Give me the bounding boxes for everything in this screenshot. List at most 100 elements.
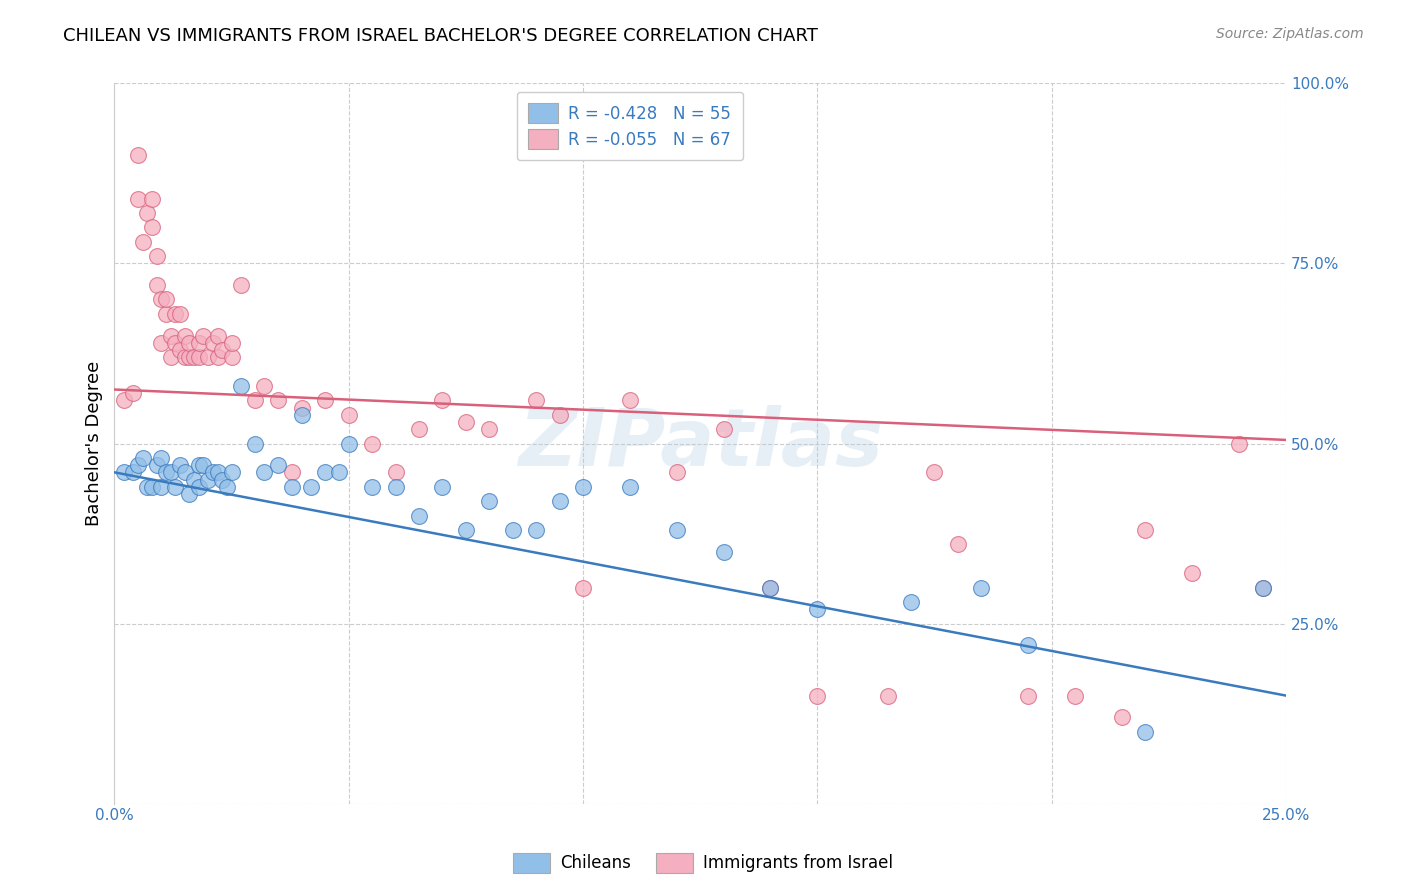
Text: ZIPatlas: ZIPatlas <box>517 405 883 483</box>
Point <box>169 458 191 472</box>
Point <box>183 473 205 487</box>
Point <box>548 494 571 508</box>
Point <box>900 595 922 609</box>
Legend: R = -0.428   N = 55, R = -0.055   N = 67: R = -0.428 N = 55, R = -0.055 N = 67 <box>517 92 742 161</box>
Point <box>165 480 187 494</box>
Point <box>806 689 828 703</box>
Point <box>1064 689 1087 703</box>
Point <box>136 480 159 494</box>
Point <box>141 220 163 235</box>
Point <box>478 422 501 436</box>
Point <box>187 335 209 350</box>
Point <box>215 480 238 494</box>
Point <box>243 393 266 408</box>
Point <box>169 307 191 321</box>
Point <box>221 335 243 350</box>
Point <box>408 508 430 523</box>
Point <box>187 350 209 364</box>
Point <box>173 350 195 364</box>
Point <box>806 602 828 616</box>
Point <box>876 689 898 703</box>
Point <box>169 343 191 357</box>
Point <box>1135 724 1157 739</box>
Point <box>572 581 595 595</box>
Point <box>384 480 406 494</box>
Point <box>1111 710 1133 724</box>
Point <box>197 350 219 364</box>
Point <box>713 422 735 436</box>
Point <box>187 458 209 472</box>
Point <box>243 436 266 450</box>
Point <box>291 408 314 422</box>
Point <box>665 523 688 537</box>
Point <box>454 415 477 429</box>
Point <box>165 335 187 350</box>
Point <box>970 581 993 595</box>
Point <box>179 350 201 364</box>
Point <box>127 148 149 162</box>
Point <box>150 480 173 494</box>
Point <box>281 480 304 494</box>
Point <box>759 581 782 595</box>
Point <box>211 343 233 357</box>
Point <box>187 480 209 494</box>
Point <box>173 466 195 480</box>
Point <box>136 206 159 220</box>
Point <box>924 466 946 480</box>
Point <box>1251 581 1274 595</box>
Point <box>432 393 454 408</box>
Point <box>207 350 229 364</box>
Point <box>1135 523 1157 537</box>
Point <box>229 379 252 393</box>
Point <box>267 458 290 472</box>
Point <box>183 350 205 364</box>
Point <box>145 458 167 472</box>
Point <box>159 466 181 480</box>
Point <box>337 436 360 450</box>
Point <box>155 466 177 480</box>
Point <box>432 480 454 494</box>
Point <box>408 422 430 436</box>
Point <box>150 335 173 350</box>
Point <box>337 408 360 422</box>
Point <box>291 401 314 415</box>
Point <box>1227 436 1250 450</box>
Y-axis label: Bachelor's Degree: Bachelor's Degree <box>86 361 103 526</box>
Point <box>221 466 243 480</box>
Point <box>150 450 173 465</box>
Point <box>155 293 177 307</box>
Point <box>159 350 181 364</box>
Point <box>193 458 215 472</box>
Point <box>122 386 145 401</box>
Legend: Chileans, Immigrants from Israel: Chileans, Immigrants from Israel <box>506 847 900 880</box>
Point <box>299 480 322 494</box>
Point <box>314 466 336 480</box>
Point <box>267 393 290 408</box>
Point <box>201 335 224 350</box>
Point <box>454 523 477 537</box>
Point <box>207 466 229 480</box>
Point <box>207 328 229 343</box>
Point <box>159 328 181 343</box>
Point <box>211 473 233 487</box>
Point <box>946 537 969 551</box>
Text: Source: ZipAtlas.com: Source: ZipAtlas.com <box>1216 27 1364 41</box>
Point <box>502 523 524 537</box>
Point <box>281 466 304 480</box>
Point <box>127 192 149 206</box>
Point <box>713 544 735 558</box>
Point <box>173 328 195 343</box>
Point <box>328 466 350 480</box>
Point <box>131 235 153 249</box>
Point <box>165 307 187 321</box>
Point <box>759 581 782 595</box>
Point <box>572 480 595 494</box>
Point <box>253 379 276 393</box>
Point <box>548 408 571 422</box>
Point <box>361 436 384 450</box>
Point <box>384 466 406 480</box>
Point <box>619 393 641 408</box>
Point <box>1251 581 1274 595</box>
Point <box>478 494 501 508</box>
Point <box>1181 566 1204 581</box>
